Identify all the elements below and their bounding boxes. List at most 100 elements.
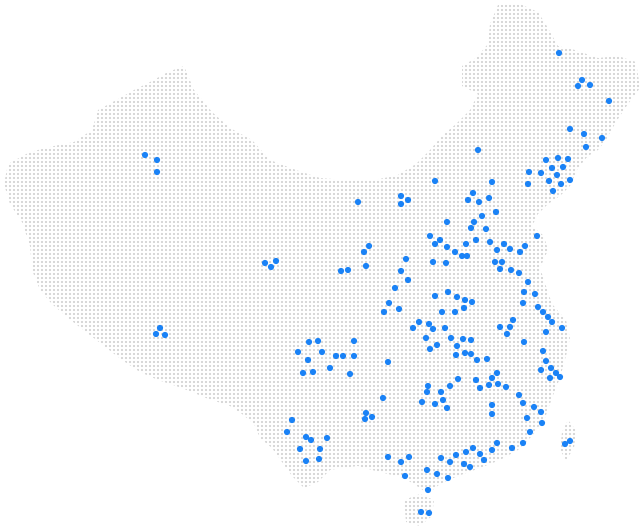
- location-marker: [451, 308, 459, 316]
- location-marker: [323, 434, 331, 442]
- location-marker: [337, 267, 345, 275]
- location-marker: [397, 192, 405, 200]
- location-marker: [433, 470, 441, 478]
- location-marker: [480, 456, 488, 464]
- location-markers: [141, 49, 613, 517]
- location-marker: [443, 404, 451, 412]
- location-marker: [283, 428, 291, 436]
- location-marker: [469, 189, 477, 197]
- location-marker: [483, 355, 491, 363]
- location-marker: [423, 466, 431, 474]
- location-marker: [561, 440, 569, 448]
- location-marker: [344, 266, 352, 274]
- location-marker: [485, 194, 493, 202]
- location-marker: [332, 352, 340, 360]
- location-marker: [556, 373, 564, 381]
- location-marker: [515, 269, 523, 277]
- location-marker: [470, 218, 478, 226]
- location-marker: [153, 156, 161, 164]
- location-marker: [397, 200, 405, 208]
- location-marker: [296, 445, 304, 453]
- location-marker: [141, 151, 149, 159]
- location-marker: [531, 290, 539, 298]
- location-marker: [521, 242, 529, 250]
- location-marker: [401, 472, 409, 480]
- location-marker: [546, 374, 554, 382]
- location-marker: [493, 246, 501, 254]
- location-marker: [452, 451, 460, 459]
- location-marker: [443, 243, 451, 251]
- location-marker: [431, 400, 439, 408]
- location-marker: [425, 509, 433, 517]
- location-marker: [294, 348, 302, 356]
- location-marker: [547, 364, 555, 372]
- location-marker: [429, 325, 437, 333]
- location-marker: [520, 288, 528, 296]
- location-marker: [506, 323, 514, 331]
- location-marker: [444, 288, 452, 296]
- location-marker: [365, 242, 373, 250]
- location-marker: [397, 267, 405, 275]
- location-marker: [525, 168, 533, 176]
- location-marker: [502, 383, 510, 391]
- location-marker: [429, 258, 437, 266]
- location-marker: [519, 439, 527, 447]
- location-marker: [362, 262, 370, 270]
- location-marker: [519, 299, 527, 307]
- location-marker: [520, 338, 528, 346]
- location-marker: [360, 248, 368, 256]
- location-marker: [498, 258, 506, 266]
- location-marker: [431, 177, 439, 185]
- location-marker: [566, 437, 574, 445]
- location-marker: [463, 252, 471, 260]
- location-marker: [272, 257, 280, 265]
- location-marker: [261, 259, 269, 267]
- location-marker: [482, 225, 490, 233]
- location-marker: [405, 453, 413, 461]
- location-marker: [539, 308, 547, 316]
- location-marker: [307, 436, 315, 444]
- location-marker: [542, 156, 550, 164]
- location-marker: [462, 240, 470, 248]
- location-marker: [461, 349, 469, 357]
- location-marker: [476, 384, 484, 392]
- location-marker: [472, 376, 480, 384]
- location-marker: [466, 463, 474, 471]
- location-marker: [542, 328, 550, 336]
- location-marker: [492, 208, 500, 216]
- location-marker: [486, 238, 494, 246]
- location-marker: [161, 331, 169, 339]
- location-marker: [417, 508, 425, 516]
- location-marker: [538, 419, 546, 427]
- location-marker: [314, 337, 322, 345]
- location-marker: [426, 345, 434, 353]
- location-marker: [503, 330, 511, 338]
- location-marker: [350, 337, 358, 345]
- location-marker: [384, 453, 392, 461]
- location-marker: [491, 258, 499, 266]
- location-marker: [451, 248, 459, 256]
- location-marker: [444, 474, 452, 482]
- location-marker: [548, 164, 556, 172]
- location-marker: [488, 374, 496, 382]
- location-marker: [605, 97, 613, 105]
- location-marker: [384, 358, 392, 366]
- location-marker: [488, 410, 496, 418]
- location-marker: [439, 396, 447, 404]
- location-marker: [493, 369, 501, 377]
- location-marker: [526, 428, 534, 436]
- location-marker: [299, 369, 307, 377]
- location-marker: [530, 403, 538, 411]
- location-marker: [524, 278, 532, 286]
- location-marker: [152, 330, 160, 338]
- location-marker: [478, 212, 486, 220]
- location-marker: [558, 324, 566, 332]
- location-marker: [537, 169, 545, 177]
- location-marker: [402, 255, 410, 263]
- location-marker: [379, 394, 387, 402]
- location-marker: [315, 455, 323, 463]
- location-marker: [422, 334, 430, 342]
- location-marker: [425, 320, 433, 328]
- location-marker: [580, 130, 588, 138]
